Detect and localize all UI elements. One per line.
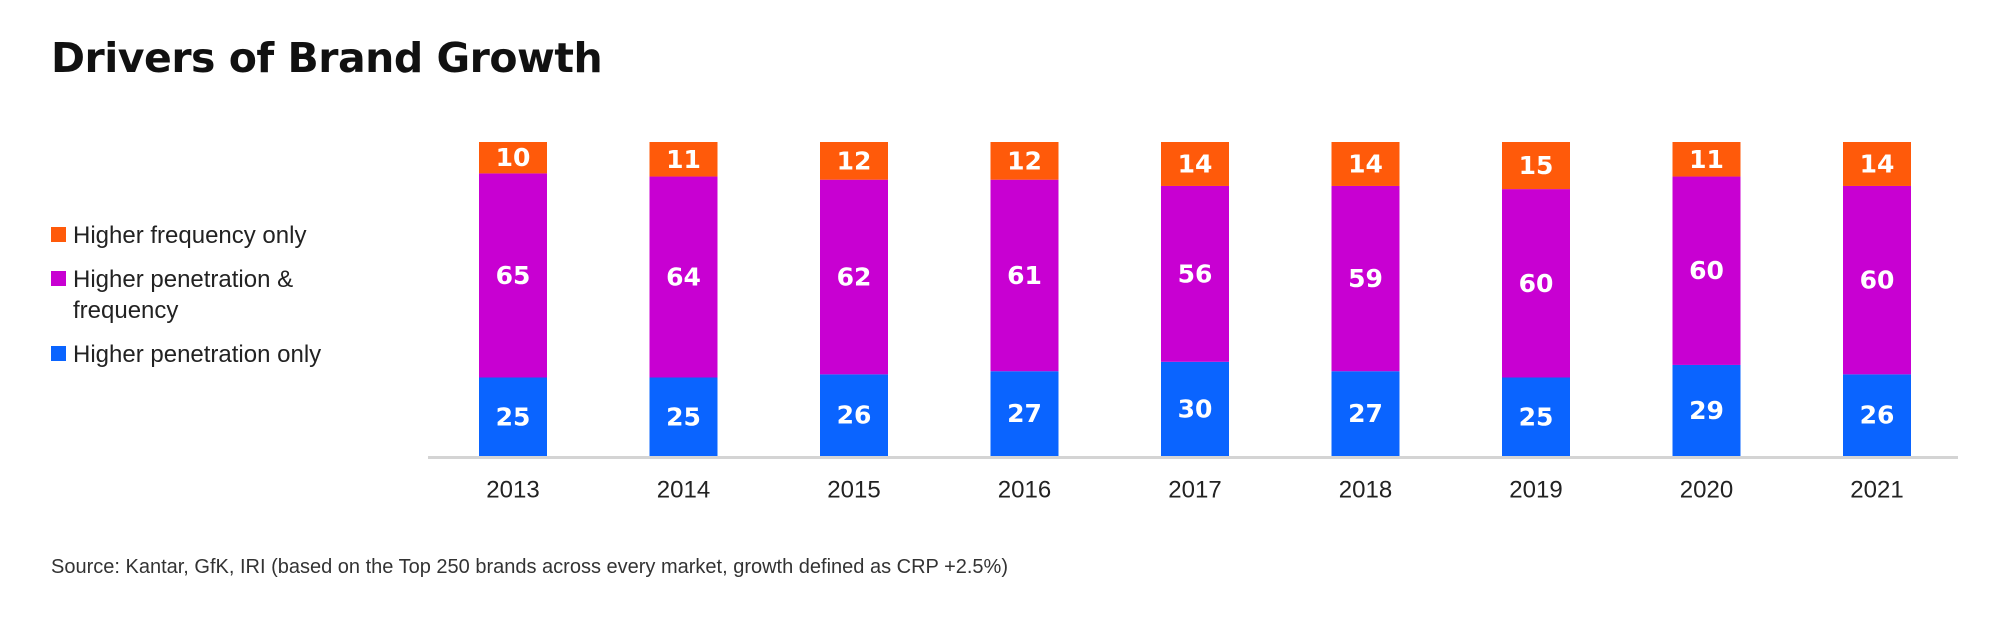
data-label-higher-penetration-and-frequency-2020: 60 (1689, 256, 1724, 285)
data-label-higher-penetration-only-2014: 25 (666, 402, 701, 431)
x-tick-label-2014: 2014 (657, 477, 710, 504)
bar-segment-higher-frequency-only-2016 (990, 142, 1059, 180)
bar-segment-higher-penetration-only-2014 (649, 377, 718, 456)
data-label-higher-penetration-and-frequency-2015: 62 (837, 263, 872, 292)
data-label-higher-frequency-only-2013: 10 (496, 143, 531, 172)
bar-segment-higher-frequency-only-2018 (1331, 142, 1400, 186)
bar-segment-higher-penetration-and-frequency-2019 (1502, 189, 1570, 378)
data-label-higher-penetration-only-2019: 25 (1519, 402, 1554, 431)
legend-swatch-penetration-frequency (51, 271, 66, 286)
data-label-higher-penetration-only-2020: 29 (1689, 396, 1724, 425)
bar-segment-higher-penetration-and-frequency-2020 (1672, 176, 1741, 365)
data-label-higher-frequency-only-2015: 12 (837, 146, 872, 175)
data-label-higher-frequency-only-2014: 11 (666, 145, 701, 174)
bar-segment-higher-penetration-and-frequency-2018 (1331, 185, 1400, 372)
bar-segment-higher-penetration-and-frequency-2016 (990, 179, 1059, 372)
legend-item-penetration: Higher penetration only (51, 339, 391, 370)
bar-segment-higher-penetration-and-frequency-2021 (1843, 185, 1911, 375)
chart-title: Drivers of Brand Growth (51, 34, 603, 82)
data-label-higher-frequency-only-2017: 14 (1178, 149, 1213, 178)
x-tick-label-2016: 2016 (998, 477, 1051, 504)
data-label-higher-penetration-only-2016: 27 (1007, 399, 1042, 428)
bar-segment-higher-frequency-only-2015 (820, 142, 888, 180)
bar-segment-higher-penetration-only-2015 (820, 374, 888, 456)
data-label-higher-penetration-and-frequency-2018: 59 (1348, 264, 1383, 293)
bar-segment-higher-frequency-only-2019 (1502, 142, 1570, 190)
x-tick-label-2013: 2013 (486, 477, 539, 504)
bar-segment-higher-penetration-only-2016 (990, 371, 1059, 456)
bar-segment-higher-penetration-and-frequency-2013 (479, 173, 547, 378)
x-tick-label-2020: 2020 (1680, 477, 1733, 504)
x-tick-label-2018: 2018 (1339, 477, 1392, 504)
data-label-higher-penetration-only-2021: 26 (1860, 401, 1895, 430)
x-tick-label-2015: 2015 (827, 477, 880, 504)
data-label-higher-penetration-and-frequency-2016: 61 (1007, 261, 1042, 290)
data-label-higher-frequency-only-2021: 14 (1860, 149, 1895, 178)
data-label-higher-penetration-and-frequency-2019: 60 (1519, 269, 1554, 298)
bar-segment-higher-penetration-only-2020 (1672, 364, 1741, 456)
bar-segment-higher-frequency-only-2020 (1672, 142, 1741, 177)
bar-segment-higher-penetration-and-frequency-2014 (649, 176, 718, 378)
data-label-higher-penetration-only-2015: 26 (837, 401, 872, 430)
bar-segment-higher-frequency-only-2014 (649, 142, 718, 177)
data-label-higher-frequency-only-2018: 14 (1348, 149, 1383, 178)
legend-swatch-penetration (51, 346, 66, 361)
legend-item-frequency: Higher frequency only (51, 220, 391, 251)
bar-segment-higher-penetration-only-2018 (1331, 371, 1400, 456)
data-label-higher-frequency-only-2020: 11 (1689, 145, 1724, 174)
source-note: Source: Kantar, GfK, IRI (based on the T… (51, 556, 1008, 578)
bar-segment-higher-penetration-only-2013 (479, 377, 547, 456)
bar-segment-higher-penetration-only-2019 (1502, 377, 1570, 456)
data-label-higher-frequency-only-2016: 12 (1007, 146, 1042, 175)
data-label-higher-frequency-only-2019: 15 (1519, 151, 1554, 180)
x-tick-label-2019: 2019 (1509, 477, 1562, 504)
bar-segment-higher-frequency-only-2021 (1843, 142, 1911, 186)
legend-label-penetration-frequency: Higher penetration & frequency (73, 266, 294, 324)
legend-label-penetration: Higher penetration only (73, 341, 322, 368)
data-label-higher-penetration-and-frequency-2014: 64 (666, 263, 701, 292)
legend-label-frequency: Higher frequency only (73, 222, 307, 249)
data-label-higher-penetration-and-frequency-2021: 60 (1860, 266, 1895, 295)
x-tick-label-2017: 2017 (1168, 477, 1221, 504)
bar-segment-higher-frequency-only-2013 (479, 142, 547, 174)
x-tick-label-2021: 2021 (1850, 477, 1903, 504)
data-label-higher-penetration-and-frequency-2017: 56 (1178, 259, 1213, 288)
data-label-higher-penetration-and-frequency-2013: 65 (496, 261, 531, 290)
legend-item-penetration-frequency: Higher penetration & frequency (51, 264, 373, 326)
data-label-higher-penetration-only-2018: 27 (1348, 399, 1383, 428)
bar-segment-higher-penetration-and-frequency-2015 (820, 179, 888, 375)
legend: Higher frequency only Higher penetration… (51, 220, 391, 383)
stacked-bar-chart: 25 65 10 2013 25 64 11 2014 26 62 12 2015 27 61 12 2016… (428, 142, 1958, 504)
data-label-higher-penetration-only-2013: 25 (496, 402, 531, 431)
legend-swatch-frequency (51, 227, 66, 242)
data-label-higher-penetration-only-2017: 30 (1178, 394, 1213, 423)
bar-segment-higher-penetration-only-2021 (1843, 374, 1911, 456)
bar-segment-higher-penetration-and-frequency-2017 (1161, 185, 1229, 362)
bar-segment-higher-penetration-only-2017 (1161, 361, 1229, 456)
bar-segment-higher-frequency-only-2017 (1161, 142, 1229, 186)
